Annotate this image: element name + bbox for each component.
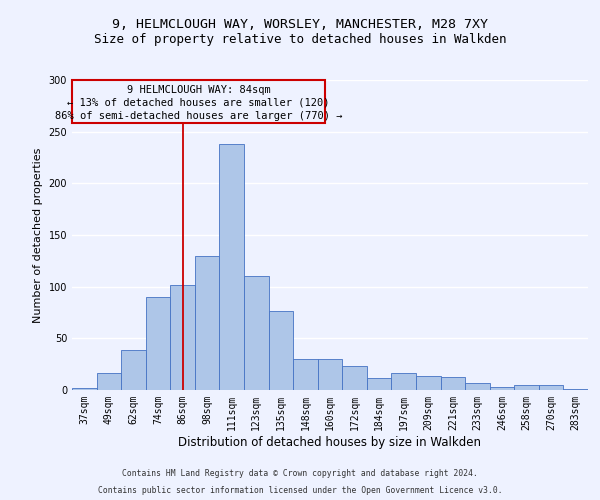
X-axis label: Distribution of detached houses by size in Walkden: Distribution of detached houses by size … (179, 436, 482, 448)
Bar (440, 376, 465, 390)
Bar (367, 378, 391, 390)
Bar (416, 376, 440, 390)
Bar (293, 359, 318, 390)
Y-axis label: Number of detached properties: Number of detached properties (33, 148, 43, 322)
Bar (465, 383, 490, 390)
Text: 86% of semi-detached houses are larger (770) →: 86% of semi-detached houses are larger (… (55, 110, 342, 120)
Bar (195, 256, 220, 390)
Bar (220, 144, 244, 390)
Text: 9, HELMCLOUGH WAY, WORSLEY, MANCHESTER, M28 7XY: 9, HELMCLOUGH WAY, WORSLEY, MANCHESTER, … (112, 18, 488, 30)
Bar (269, 312, 293, 390)
Bar (170, 284, 195, 390)
Bar (342, 366, 367, 390)
Text: Contains HM Land Registry data © Crown copyright and database right 2024.: Contains HM Land Registry data © Crown c… (122, 468, 478, 477)
Bar (490, 387, 514, 390)
Text: Size of property relative to detached houses in Walkden: Size of property relative to detached ho… (94, 32, 506, 46)
Text: 9 HELMCLOUGH WAY: 84sqm: 9 HELMCLOUGH WAY: 84sqm (127, 84, 271, 94)
Bar (72, 388, 97, 390)
Bar (563, 389, 588, 390)
Bar (318, 359, 342, 390)
Bar (514, 385, 539, 390)
Bar (146, 297, 170, 390)
Bar (244, 276, 269, 390)
Text: Contains public sector information licensed under the Open Government Licence v3: Contains public sector information licen… (98, 486, 502, 495)
Bar (391, 374, 416, 390)
Bar (97, 374, 121, 390)
Bar (539, 385, 563, 390)
Bar (121, 350, 146, 390)
Text: ← 13% of detached houses are smaller (120): ← 13% of detached houses are smaller (12… (67, 98, 330, 108)
FancyBboxPatch shape (72, 80, 325, 124)
